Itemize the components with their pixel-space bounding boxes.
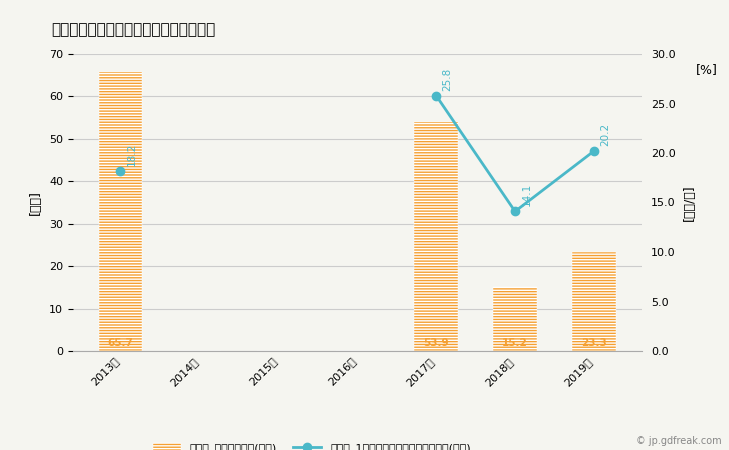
- Text: 14.1: 14.1: [521, 183, 531, 207]
- Text: © jp.gdfreak.com: © jp.gdfreak.com: [636, 436, 722, 446]
- Text: 65.7: 65.7: [107, 338, 133, 347]
- Text: 15.2: 15.2: [502, 338, 528, 347]
- Text: 20.2: 20.2: [600, 123, 610, 146]
- Text: 18.2: 18.2: [127, 143, 137, 166]
- Y-axis label: [万円/㎡]: [万円/㎡]: [683, 184, 696, 221]
- Legend: 産業用_工事費予定額(左軸), 産業用_1平米当たり平均工事費予定額(右軸): 産業用_工事費予定額(左軸), 産業用_1平米当たり平均工事費予定額(右軸): [148, 438, 475, 450]
- Bar: [414, 122, 458, 351]
- Y-axis label: [億円]: [億円]: [29, 190, 42, 215]
- Text: [%]: [%]: [696, 63, 718, 76]
- Bar: [572, 252, 616, 351]
- Text: 産業用建築物の工事費予定額合計の推移: 産業用建築物の工事費予定額合計の推移: [51, 22, 215, 37]
- Text: 53.9: 53.9: [424, 338, 449, 347]
- Text: 25.8: 25.8: [443, 68, 453, 90]
- Bar: [494, 287, 537, 351]
- Bar: [98, 72, 142, 351]
- Text: 23.3: 23.3: [581, 338, 607, 347]
